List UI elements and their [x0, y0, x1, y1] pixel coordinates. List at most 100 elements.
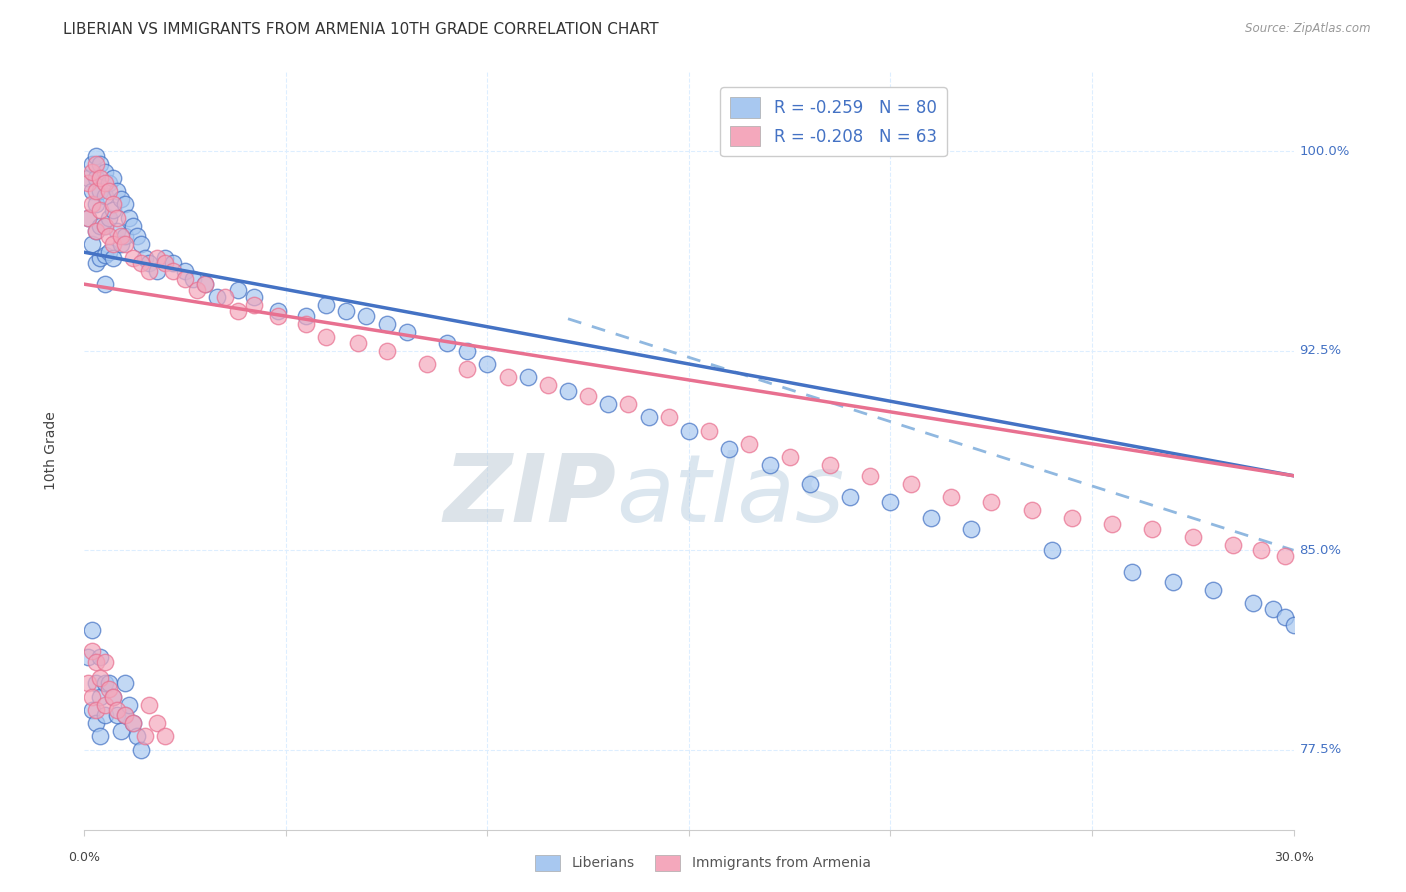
Point — [114, 676, 136, 690]
Point — [1263, 601, 1285, 615]
Point — [347, 335, 370, 350]
Point — [697, 424, 720, 438]
Point — [93, 189, 115, 203]
Point — [186, 283, 208, 297]
Point — [89, 184, 111, 198]
Point — [129, 256, 152, 270]
Point — [267, 309, 290, 323]
Point — [557, 384, 579, 398]
Point — [146, 264, 169, 278]
Point — [242, 291, 264, 305]
Point — [738, 437, 761, 451]
Point — [101, 237, 124, 252]
Point — [110, 229, 132, 244]
Point — [101, 251, 124, 265]
Point — [105, 184, 128, 198]
Point — [89, 219, 111, 233]
Point — [1161, 575, 1184, 590]
Text: 10th Grade: 10th Grade — [44, 411, 58, 490]
Point — [1343, 636, 1365, 650]
Point — [456, 362, 478, 376]
Point — [1222, 538, 1244, 552]
Point — [93, 219, 115, 233]
Point — [89, 690, 111, 704]
Point — [134, 251, 156, 265]
Point — [118, 698, 141, 712]
Point — [89, 157, 111, 171]
Point — [146, 716, 169, 731]
Point — [879, 495, 901, 509]
Point — [194, 277, 217, 292]
Point — [496, 370, 519, 384]
Point — [89, 202, 111, 217]
Point — [101, 690, 124, 704]
Point — [97, 229, 120, 244]
Point — [214, 291, 236, 305]
Point — [939, 490, 962, 504]
Point — [1040, 543, 1063, 558]
Point — [101, 202, 124, 217]
Point — [93, 176, 115, 190]
Point — [295, 309, 318, 323]
Point — [226, 283, 249, 297]
Point — [121, 716, 143, 731]
Point — [758, 458, 780, 472]
Point — [900, 476, 922, 491]
Text: atlas: atlas — [616, 450, 845, 541]
Point — [89, 170, 111, 185]
Point — [86, 157, 108, 171]
Point — [114, 229, 136, 244]
Text: 30.0%: 30.0% — [1274, 851, 1313, 863]
Point — [1274, 549, 1296, 563]
Point — [93, 165, 115, 179]
Point — [375, 343, 398, 358]
Point — [93, 248, 115, 262]
Point — [477, 357, 499, 371]
Point — [105, 708, 128, 723]
Legend: R = -0.259   N = 80, R = -0.208   N = 63: R = -0.259 N = 80, R = -0.208 N = 63 — [720, 87, 946, 156]
Point — [617, 397, 640, 411]
Point — [93, 676, 115, 690]
Point — [267, 303, 290, 318]
Point — [1241, 596, 1264, 610]
Point — [97, 184, 120, 198]
Point — [516, 370, 538, 384]
Point — [1202, 583, 1225, 598]
Point — [980, 495, 1002, 509]
Point — [416, 357, 439, 371]
Point — [1362, 644, 1385, 658]
Text: 100.0%: 100.0% — [1299, 145, 1350, 158]
Point — [395, 325, 418, 339]
Point — [110, 724, 132, 739]
Point — [242, 298, 264, 312]
Point — [537, 378, 560, 392]
Point — [162, 264, 184, 278]
Point — [1142, 522, 1164, 536]
Point — [77, 649, 100, 664]
Text: 85.0%: 85.0% — [1299, 544, 1341, 557]
Point — [153, 256, 176, 270]
Point — [93, 219, 115, 233]
Point — [1302, 623, 1324, 637]
Point — [121, 219, 143, 233]
Legend: Liberians, Immigrants from Armenia: Liberians, Immigrants from Armenia — [530, 849, 876, 876]
Point — [77, 176, 100, 190]
Point — [114, 237, 136, 252]
Point — [77, 676, 100, 690]
Point — [110, 192, 132, 206]
Point — [82, 237, 104, 252]
Point — [637, 410, 659, 425]
Point — [335, 303, 357, 318]
Point — [181, 272, 204, 286]
Point — [77, 170, 100, 185]
Point — [153, 730, 176, 744]
Point — [105, 211, 128, 225]
Point — [105, 703, 128, 717]
Point — [799, 476, 821, 491]
Point — [1181, 530, 1204, 544]
Point — [1101, 516, 1123, 531]
Point — [86, 170, 108, 185]
Point — [114, 708, 136, 723]
Text: 77.5%: 77.5% — [1299, 743, 1341, 756]
Point — [134, 730, 156, 744]
